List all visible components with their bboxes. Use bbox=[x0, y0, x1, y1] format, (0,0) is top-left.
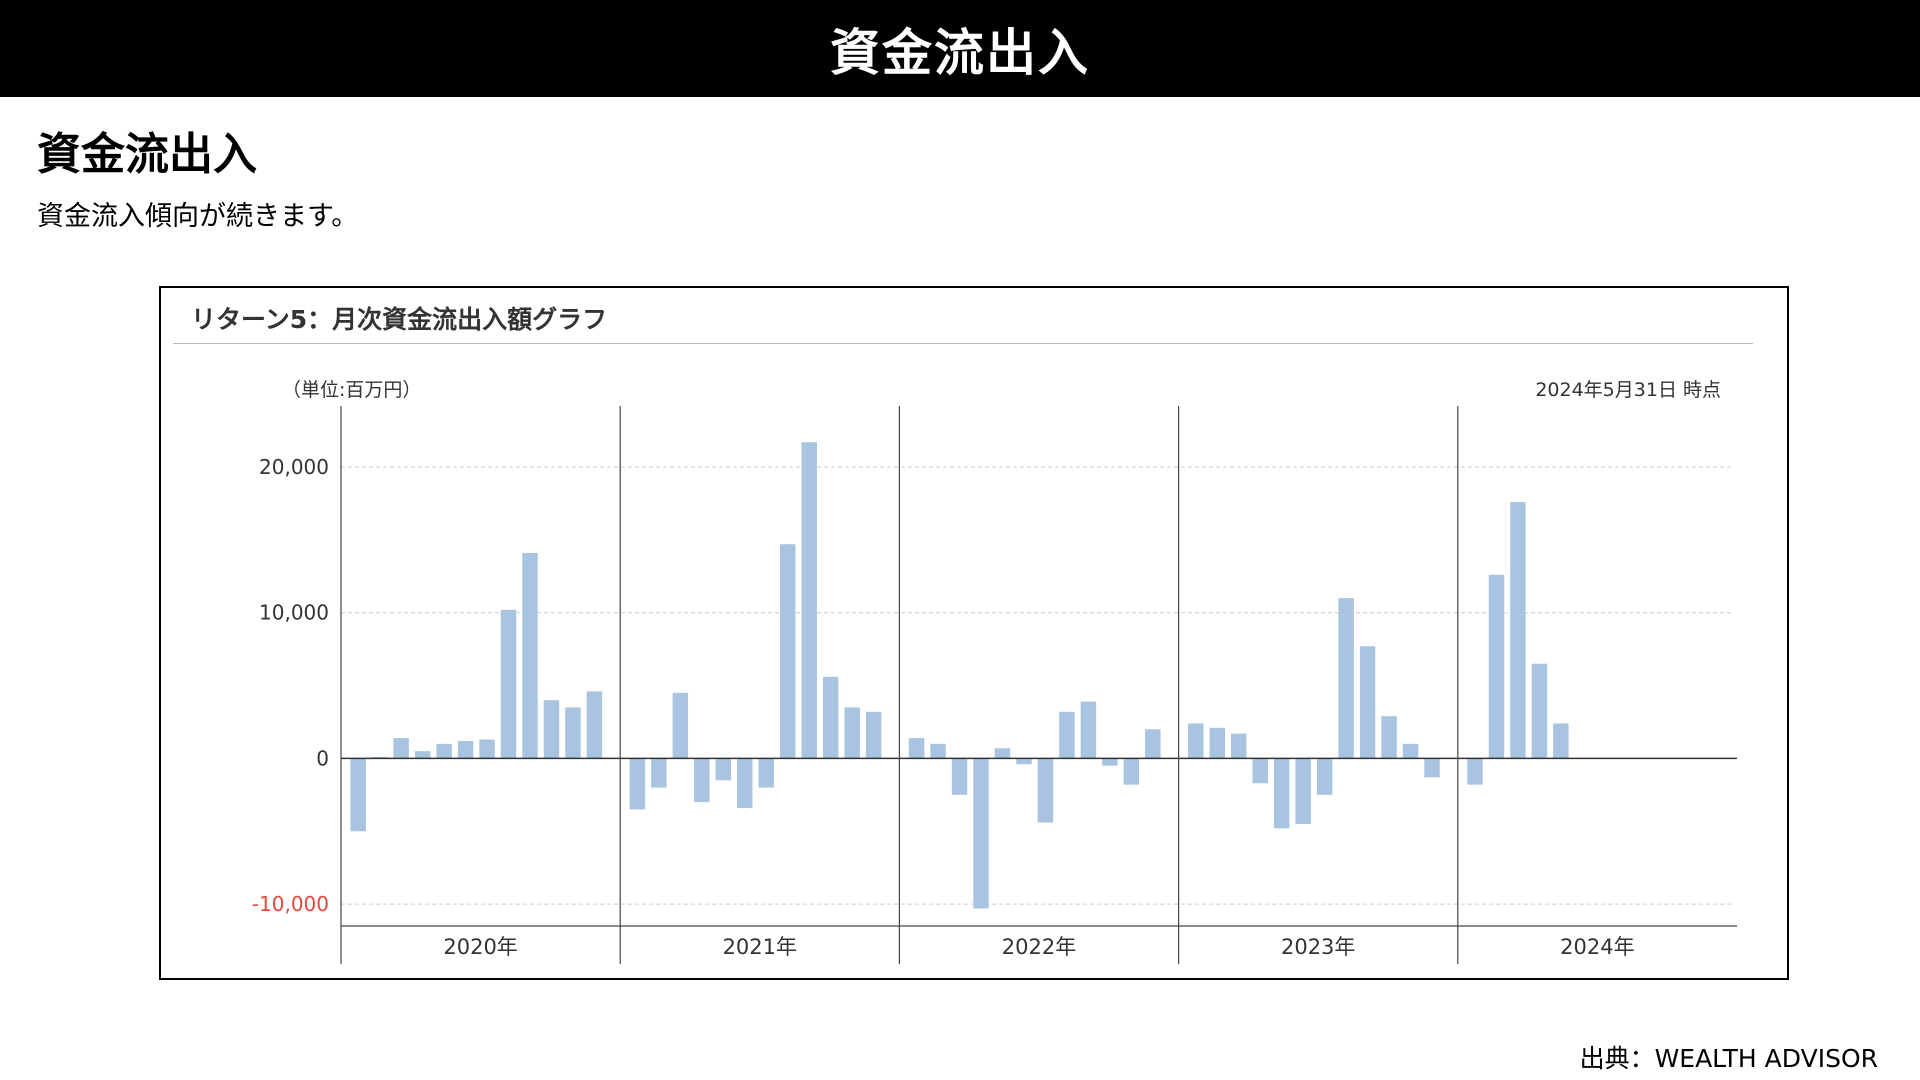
bar-2023-7 bbox=[1316, 758, 1333, 795]
bar-2020-1 bbox=[350, 758, 366, 832]
bar-2024-1 bbox=[1467, 758, 1483, 785]
bar-2021-10 bbox=[822, 676, 839, 759]
slide-title-banner: 資金流出入 bbox=[0, 0, 1920, 97]
bar-2024-3 bbox=[1510, 501, 1526, 759]
bar-2021-6 bbox=[737, 758, 753, 808]
bar-2021-5 bbox=[715, 758, 732, 781]
bar-2022-8 bbox=[1059, 711, 1075, 759]
bar-2022-11 bbox=[1123, 758, 1140, 785]
bar-2021-11 bbox=[844, 707, 860, 759]
bar-2022-12 bbox=[1145, 729, 1161, 759]
fund-flow-bar-chart: （単位:百万円） 2024年5月31日 時点 20,000 10,000 0 -10,… bbox=[252, 379, 1737, 964]
bar-2022-5 bbox=[994, 748, 1011, 759]
section-heading: 資金流出入 bbox=[37, 129, 257, 180]
bar-2023-10 bbox=[1381, 716, 1397, 759]
y-tick-label: -10,000 bbox=[252, 892, 329, 916]
chart-title: リターン5：月次資金流出入額グラフ bbox=[191, 305, 608, 334]
x-year-label: 2022年 bbox=[1002, 935, 1076, 959]
chart-frame: リターン5：月次資金流出入額グラフ （単位:百万円） 2024年5月31日 時点… bbox=[159, 286, 1789, 980]
bar-2020-3 bbox=[393, 738, 409, 759]
bar-2020-11 bbox=[565, 707, 581, 759]
bar-2023-12 bbox=[1424, 758, 1440, 778]
bar-2023-11 bbox=[1402, 743, 1419, 759]
bar-2020-5 bbox=[436, 743, 452, 759]
bar-2021-7 bbox=[758, 758, 774, 788]
bar-2020-7 bbox=[479, 739, 495, 759]
bar-2020-4 bbox=[414, 751, 431, 759]
bar-2024-5 bbox=[1553, 723, 1569, 759]
section-description: 資金流入傾向が続きます。 bbox=[37, 201, 359, 232]
bar-2024-4 bbox=[1531, 663, 1548, 759]
slide-title: 資金流出入 bbox=[830, 23, 1090, 82]
bar-2021-1 bbox=[629, 758, 646, 810]
bar-2021-8 bbox=[779, 544, 796, 759]
bar-2022-10 bbox=[1102, 758, 1118, 766]
bar-2023-5 bbox=[1273, 758, 1290, 829]
bar-2022-2 bbox=[930, 743, 946, 759]
chart-title-divider bbox=[173, 343, 1753, 344]
bar-2022-4 bbox=[973, 758, 989, 909]
source-credit: 出典：WEALTH ADVISOR bbox=[1579, 1044, 1878, 1073]
bar-2021-9 bbox=[801, 442, 817, 759]
bar-2020-8 bbox=[500, 609, 517, 759]
bar-2023-3 bbox=[1231, 733, 1247, 759]
bar-2022-6 bbox=[1016, 758, 1032, 765]
bar-2021-2 bbox=[651, 758, 667, 788]
unit-label: （単位:百万円） bbox=[282, 379, 421, 401]
bar-2023-1 bbox=[1188, 723, 1204, 759]
bar-2021-4 bbox=[694, 758, 710, 803]
x-year-label: 2021年 bbox=[723, 935, 797, 959]
y-tick-label: 20,000 bbox=[259, 455, 329, 479]
bar-2022-9 bbox=[1080, 701, 1097, 759]
as-of-date: 2024年5月31日 時点 bbox=[1535, 379, 1721, 401]
bar-2022-1 bbox=[908, 738, 925, 759]
bar-2023-9 bbox=[1359, 646, 1376, 759]
bar-2022-3 bbox=[951, 758, 968, 795]
bar-2022-7 bbox=[1037, 758, 1054, 823]
bar-2021-3 bbox=[672, 692, 689, 759]
y-tick-label: 0 bbox=[316, 746, 329, 770]
y-tick-label: 10,000 bbox=[259, 601, 329, 625]
x-year-label: 2023年 bbox=[1281, 935, 1355, 959]
bar-2023-4 bbox=[1252, 758, 1268, 784]
x-year-label: 2024年 bbox=[1560, 935, 1634, 959]
bar-2020-6 bbox=[457, 740, 474, 759]
bar-2020-10 bbox=[543, 700, 560, 759]
bar-2020-12 bbox=[586, 691, 603, 759]
bar-2023-2 bbox=[1209, 727, 1225, 759]
bar-2020-9 bbox=[522, 552, 538, 759]
bar-2024-2 bbox=[1488, 574, 1505, 759]
x-year-label: 2020年 bbox=[443, 935, 517, 959]
bar-2021-12 bbox=[865, 711, 882, 759]
bar-2023-8 bbox=[1338, 598, 1354, 759]
bar-2023-6 bbox=[1295, 758, 1311, 824]
